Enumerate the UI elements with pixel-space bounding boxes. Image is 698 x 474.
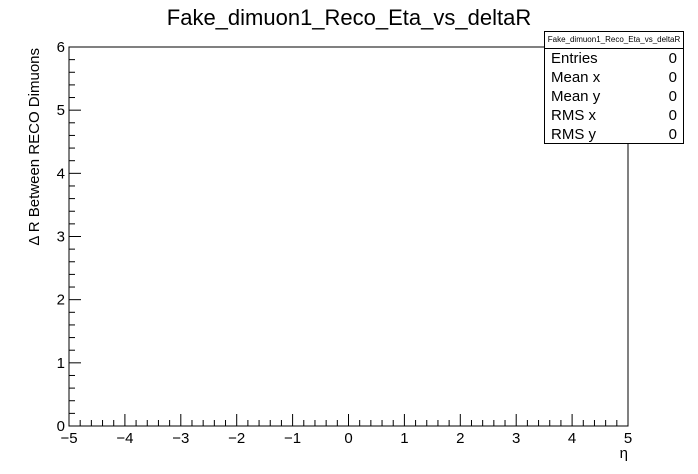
stat-row-mean-y: Mean y 0 (545, 87, 683, 106)
x-tick-label: −1 (284, 430, 301, 447)
stat-label: Entries (551, 50, 598, 67)
x-tick-label: 3 (512, 430, 520, 447)
stats-box: Fake_dimuon1_Reco_Eta_vs_deltaR Entries … (544, 31, 684, 144)
x-tick-label: −5 (60, 430, 77, 447)
x-tick-label: 5 (624, 430, 632, 447)
x-tick-label: 2 (456, 430, 464, 447)
y-tick-label: 0 (57, 418, 65, 435)
y-tick-label: 2 (57, 292, 65, 309)
stat-value: 0 (668, 50, 677, 67)
stat-label: Mean x (551, 69, 601, 86)
stat-value: 0 (668, 107, 677, 124)
y-tick-label: 4 (57, 165, 65, 182)
y-tick-label: 5 (57, 102, 65, 119)
x-tick-label: −3 (172, 430, 189, 447)
stat-row-entries: Entries 0 (545, 49, 683, 68)
stat-value: 0 (668, 69, 677, 86)
x-tick-label: −4 (116, 430, 133, 447)
y-tick-label: 3 (57, 229, 65, 246)
x-tick-label: 4 (568, 430, 576, 447)
y-tick-label: 1 (57, 355, 65, 372)
y-tick-label: 6 (57, 39, 65, 56)
stat-label: Mean y (551, 88, 601, 105)
stat-label: RMS y (551, 126, 596, 143)
stats-title: Fake_dimuon1_Reco_Eta_vs_deltaR (545, 32, 683, 49)
x-tick-label: −2 (228, 430, 245, 447)
chart-title: Fake_dimuon1_Reco_Eta_vs_deltaR (166, 5, 532, 30)
stat-row-mean-x: Mean x 0 (545, 68, 683, 87)
stat-label: RMS x (551, 107, 596, 124)
stat-value: 0 (668, 126, 677, 143)
stat-row-rms-y: RMS y 0 (545, 125, 683, 144)
x-axis-label: η (620, 445, 628, 462)
x-tick-label: 1 (400, 430, 408, 447)
stat-value: 0 (668, 88, 677, 105)
stat-row-rms-x: RMS x 0 (545, 106, 683, 125)
y-axis-label: Δ R Between RECO Dimuons (26, 48, 43, 246)
x-tick-label: 0 (344, 430, 352, 447)
